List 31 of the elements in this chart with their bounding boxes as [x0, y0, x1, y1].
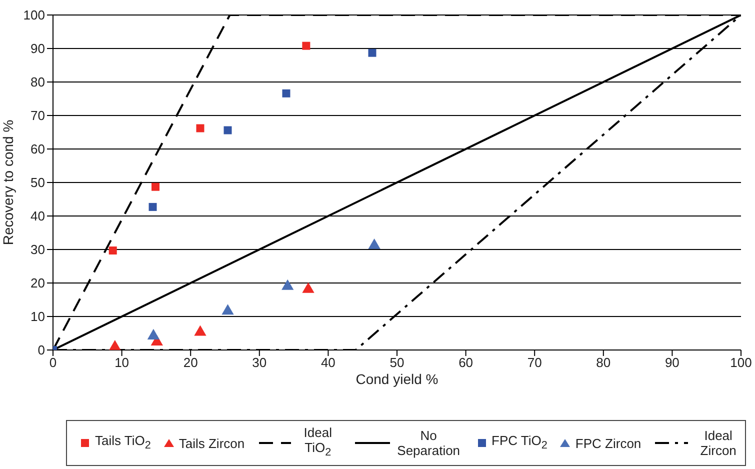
x-tick-label: 100 — [730, 355, 752, 370]
legend-label: Ideal TiO$_{2}$ — [304, 425, 332, 459]
x-tick-label: 80 — [596, 355, 611, 370]
y-tick-label: 90 — [30, 41, 45, 56]
y-axis-title: Recovery to cond % — [0, 120, 16, 246]
y-tick-label: 60 — [30, 142, 45, 157]
y-tick-label: 40 — [30, 208, 45, 224]
x-tick-label: 30 — [252, 355, 267, 370]
x-tick-label: 20 — [183, 355, 198, 370]
legend-label: Ideal Zircon — [700, 428, 736, 458]
legend-label: Tails Zircon — [178, 436, 245, 450]
y-tick-label: 0 — [38, 342, 45, 358]
x-tick-label: 60 — [458, 355, 474, 370]
legend-label: FPC TiO$_{2}$ — [492, 432, 548, 452]
y-tick-label: 50 — [30, 175, 45, 190]
legend-label: No Separation — [397, 428, 460, 458]
x-axis-title: Cond yield % — [356, 371, 438, 387]
legend-label: FPC Zircon — [575, 436, 642, 450]
x-tick-label: 90 — [664, 355, 680, 370]
x-tick-label: 70 — [527, 355, 542, 370]
y-tick-label: 30 — [30, 242, 45, 258]
y-tick-label: 70 — [30, 108, 45, 124]
legend-label: Tails TiO$_{2}$ — [95, 432, 151, 452]
y-tick-label: 80 — [30, 74, 45, 90]
x-tick-label: 10 — [114, 355, 130, 370]
x-tick-label: 0 — [49, 355, 57, 370]
x-tick-label: 50 — [390, 355, 404, 370]
y-tick-label: 100 — [23, 8, 45, 23]
x-tick-label: 40 — [320, 355, 336, 370]
y-tick-label: 10 — [30, 309, 45, 324]
y-tick-label: 20 — [30, 276, 45, 291]
